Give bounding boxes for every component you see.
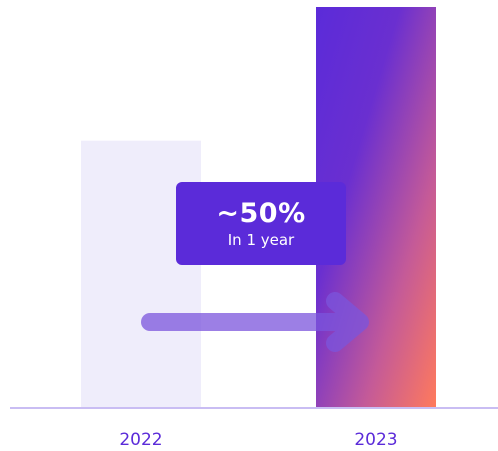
x-tick-label-2022: 2022 [119, 430, 162, 450]
bar-2022 [81, 140, 201, 408]
x-tick-label-2023: 2023 [354, 430, 397, 450]
growth-badge: ~50% In 1 year [176, 182, 346, 265]
growth-arrow [141, 292, 369, 352]
growth-period: In 1 year [227, 231, 295, 249]
growth-value: ~50% [216, 198, 306, 229]
